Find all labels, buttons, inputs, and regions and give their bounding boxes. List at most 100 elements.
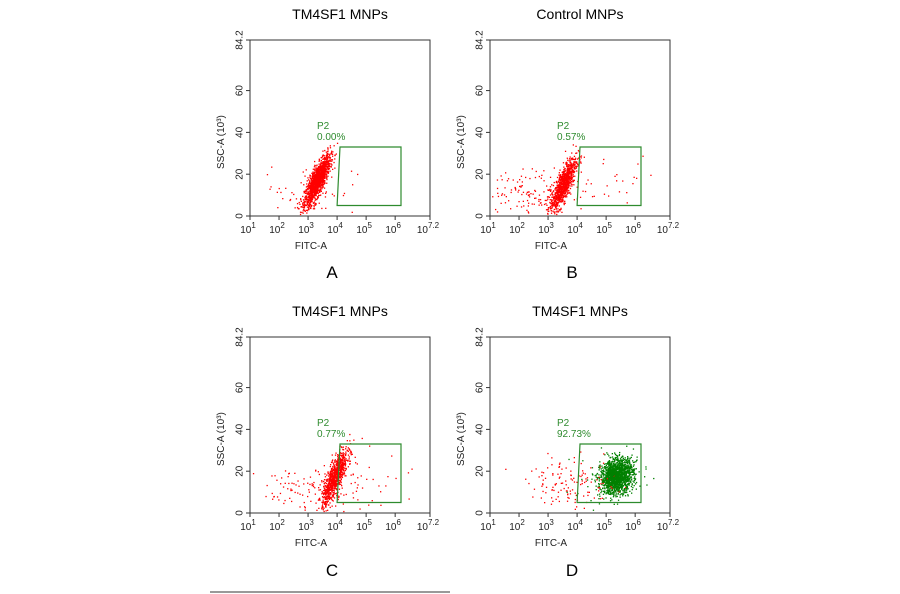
scatter-point [557, 203, 559, 205]
scatter-point [303, 201, 305, 203]
scatter-point [281, 477, 283, 479]
scatter-point [316, 172, 318, 174]
scatter-point [515, 189, 517, 191]
scatter-point [347, 450, 349, 452]
scatter-point [575, 161, 578, 163]
scatter-point [327, 163, 330, 165]
scatter-point [553, 198, 556, 200]
scatter-point [303, 206, 306, 208]
scatter-point [566, 174, 568, 176]
scatter-point [313, 195, 315, 197]
scatter-point [569, 180, 571, 182]
scatter-point [315, 186, 318, 188]
scatter-point [378, 485, 380, 487]
scatter-point [616, 174, 618, 176]
scatter-point [623, 480, 625, 482]
scatter-point [322, 501, 324, 503]
scatter-point [319, 194, 321, 197]
scatter-point [611, 465, 613, 467]
scatter-point [609, 480, 611, 482]
scatter-point [331, 487, 333, 490]
scatter-point [634, 478, 637, 480]
scatter-point [569, 172, 571, 174]
scatter-point [604, 474, 607, 476]
scatter-point [307, 188, 310, 190]
scatter-point [561, 180, 563, 182]
scatter-point [325, 164, 327, 166]
scatter-point [308, 179, 310, 181]
scatter-point [316, 175, 318, 177]
scatter-point [326, 160, 328, 162]
scatter-point [528, 196, 531, 198]
scatter-point [320, 180, 323, 182]
scatter-point [557, 197, 559, 199]
scatter-point [321, 165, 323, 167]
scatter-point [312, 180, 315, 182]
scatter-point [308, 491, 310, 493]
scatter-point [310, 201, 312, 204]
scatter-point [340, 475, 343, 477]
scatter-point [307, 201, 309, 203]
scatter-point [314, 173, 317, 176]
scatter-point [592, 474, 594, 476]
scatter-point [331, 460, 333, 462]
scatter-point [330, 468, 333, 470]
scatter-point [595, 476, 597, 478]
scatter-point [596, 477, 598, 479]
scatter-point [546, 185, 548, 187]
scatter-point [312, 182, 314, 185]
scatter-point [606, 478, 608, 480]
scatter-point [312, 173, 314, 175]
scatter-point [609, 471, 611, 473]
scatter-point [555, 206, 557, 209]
scatter-point [316, 188, 319, 190]
scatter-point [317, 180, 319, 182]
scatter-point [582, 190, 584, 192]
scatter-point [324, 159, 326, 161]
scatter-point [618, 466, 620, 468]
scatter-point [304, 210, 306, 212]
scatter-point [564, 182, 566, 185]
scatter-point [318, 473, 320, 476]
scatter-point [553, 211, 556, 213]
scatter-point [628, 466, 630, 468]
scatter-point [361, 487, 364, 489]
scatter-point [310, 188, 312, 190]
scatter-point [526, 209, 528, 211]
scatter-point [309, 192, 311, 195]
scatter-point [288, 473, 290, 475]
scatter-point [303, 205, 305, 207]
scatter-point [331, 471, 333, 473]
scatter-point [549, 201, 551, 204]
scatter-point [611, 464, 613, 466]
scatter-point [340, 478, 342, 481]
scatter-point [621, 484, 623, 486]
scatter-point [340, 452, 342, 454]
scatter-point [324, 160, 326, 162]
scatter-point [327, 490, 330, 492]
x-tick-label: 106 [385, 518, 401, 533]
scatter-point [319, 182, 322, 185]
scatter-point [342, 194, 345, 197]
scatter-point [321, 167, 323, 169]
scatter-point [608, 464, 610, 467]
scatter-point [322, 158, 324, 160]
scatter-point [559, 169, 561, 171]
scatter-point [566, 182, 569, 184]
y-tick-label: 20 [475, 168, 486, 180]
scatter-point [335, 487, 337, 490]
scatter-point [305, 204, 307, 206]
scatter-point [610, 472, 612, 474]
scatter-point [570, 193, 572, 195]
scatter-point [560, 189, 563, 191]
scatter-point [510, 208, 512, 210]
scatter-point [304, 203, 306, 205]
scatter-point [617, 486, 619, 488]
scatter-point [632, 480, 634, 482]
scatter-point [570, 157, 572, 160]
scatter-point [566, 164, 568, 166]
scatter-point [624, 479, 626, 481]
scatter-point [333, 471, 336, 474]
scatter-point [618, 476, 620, 479]
